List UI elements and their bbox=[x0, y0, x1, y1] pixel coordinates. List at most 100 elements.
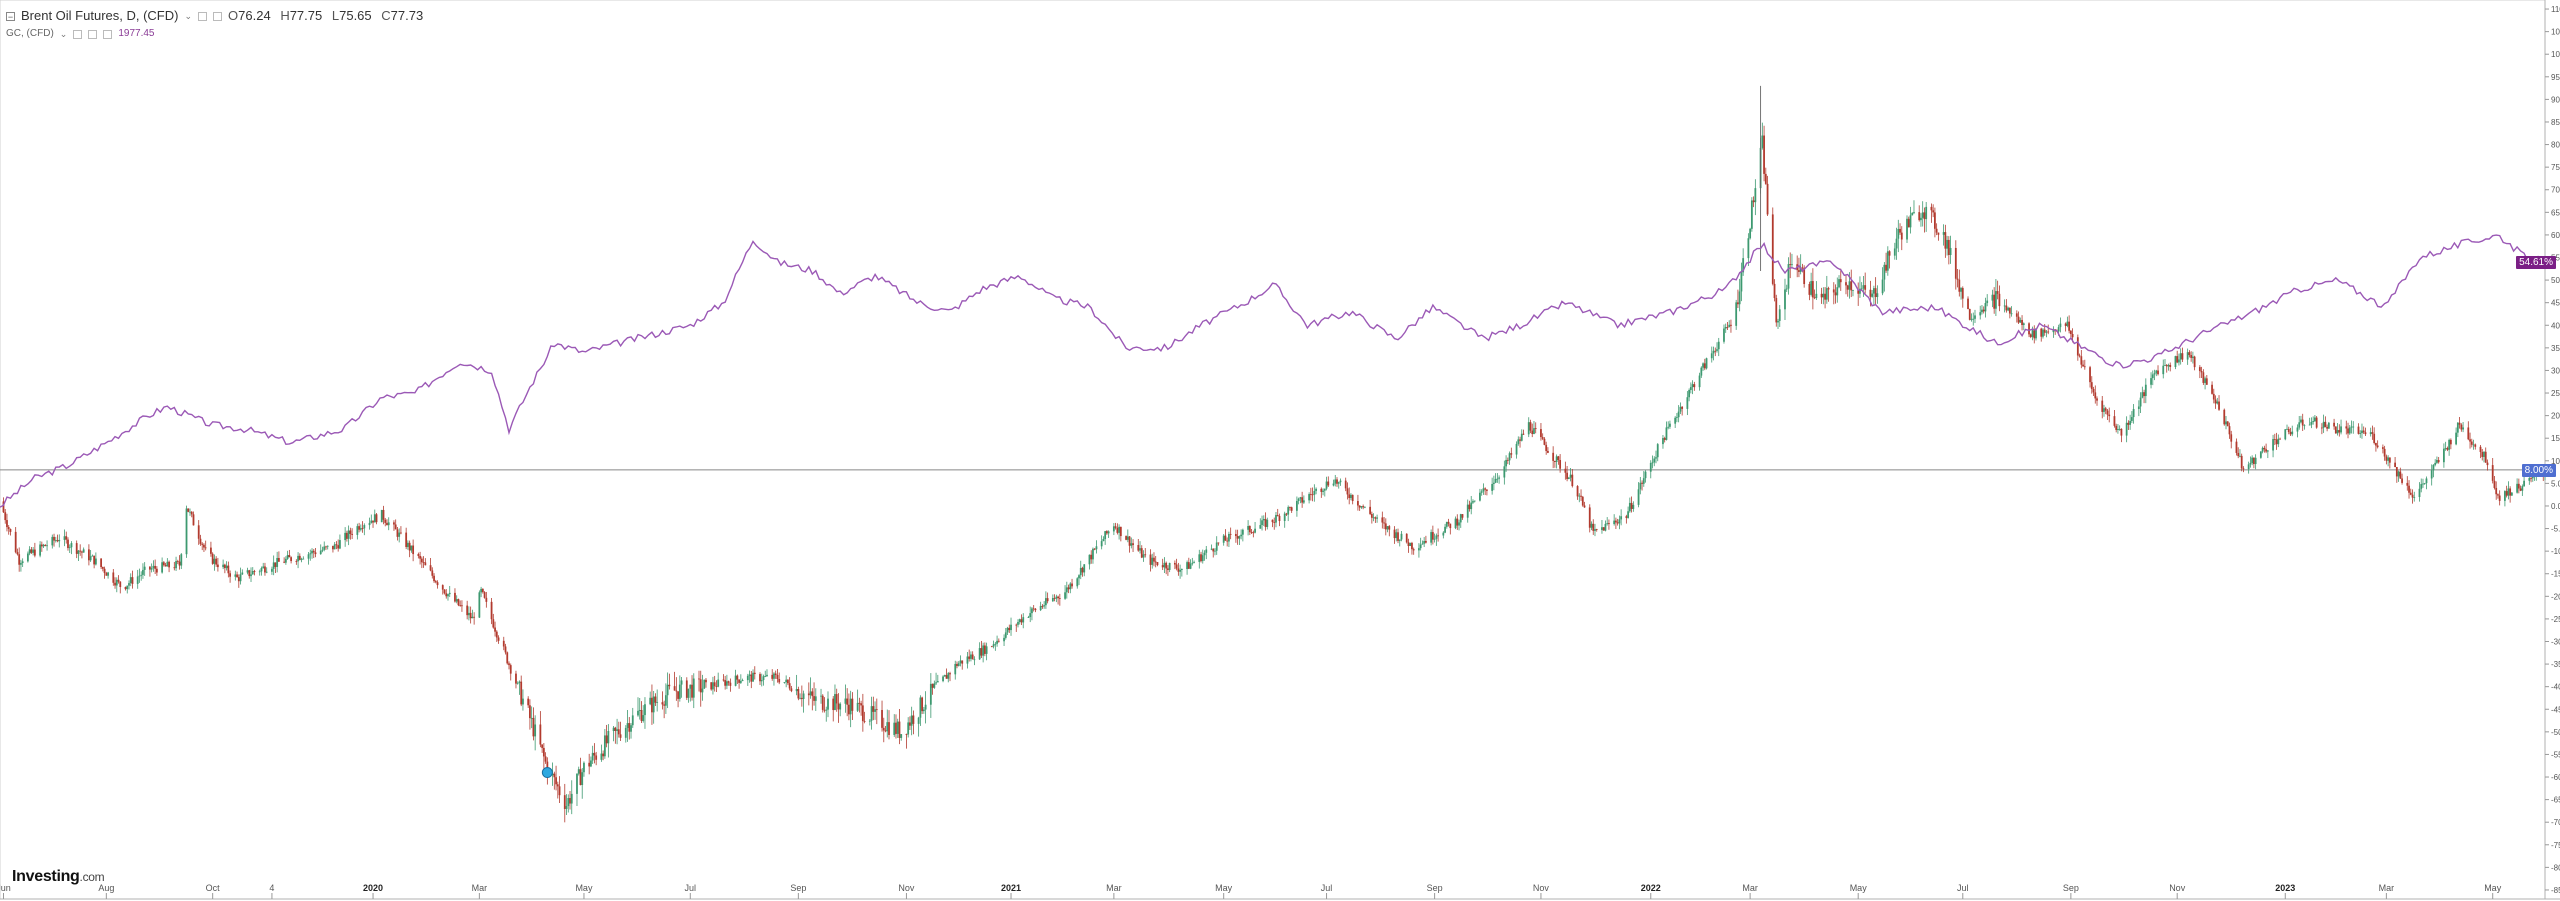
candle-body[interactable] bbox=[448, 592, 451, 595]
candle-body[interactable] bbox=[2265, 449, 2267, 452]
candle-body[interactable] bbox=[2015, 313, 2018, 317]
candle-body[interactable] bbox=[1836, 287, 1839, 296]
candle-body[interactable] bbox=[1747, 238, 1750, 259]
candle-body[interactable] bbox=[185, 508, 188, 555]
candle-body[interactable] bbox=[2042, 329, 2044, 337]
candle-body[interactable] bbox=[1447, 521, 1450, 524]
candle-body[interactable] bbox=[2101, 400, 2104, 412]
candle-body[interactable] bbox=[1322, 490, 1324, 492]
candle-body[interactable] bbox=[1559, 459, 1562, 469]
candle-body[interactable] bbox=[1824, 293, 1826, 300]
candle-body[interactable] bbox=[1791, 264, 1793, 266]
candle-body[interactable] bbox=[558, 786, 561, 796]
candle-body[interactable] bbox=[1046, 598, 1049, 602]
candle-body[interactable] bbox=[1017, 622, 1019, 625]
compare-symbol-label[interactable]: GC, (CFD) bbox=[6, 28, 54, 39]
candle-body[interactable] bbox=[1203, 552, 1206, 556]
candle-body[interactable] bbox=[1383, 522, 1385, 524]
candle-body[interactable] bbox=[1261, 520, 1263, 526]
candle-body[interactable] bbox=[1982, 309, 1985, 312]
candle-body[interactable] bbox=[2162, 365, 2165, 375]
candle-body[interactable] bbox=[1810, 281, 1813, 295]
candle-body[interactable] bbox=[237, 577, 240, 582]
candle-body[interactable] bbox=[216, 564, 219, 568]
candle-body[interactable] bbox=[2132, 409, 2135, 418]
candle-body[interactable] bbox=[1357, 501, 1359, 506]
candle-body[interactable] bbox=[1838, 279, 1840, 288]
candle-body[interactable] bbox=[1140, 548, 1143, 558]
candle-body[interactable] bbox=[1954, 247, 1957, 279]
candle-body[interactable] bbox=[2228, 426, 2231, 435]
candle-body[interactable] bbox=[912, 715, 915, 724]
candle-body[interactable] bbox=[1639, 482, 1642, 490]
candle-body[interactable] bbox=[363, 525, 366, 529]
candle-body[interactable] bbox=[227, 565, 230, 574]
candle-body[interactable] bbox=[1360, 506, 1363, 508]
candle-body[interactable] bbox=[1161, 565, 1164, 568]
candle-body[interactable] bbox=[922, 709, 925, 712]
candle-body[interactable] bbox=[2333, 422, 2335, 427]
candle-body[interactable] bbox=[1813, 297, 1816, 299]
candle-body[interactable] bbox=[2340, 426, 2342, 433]
candle-body[interactable] bbox=[504, 646, 507, 653]
candle-body[interactable] bbox=[1015, 624, 1018, 626]
candle-body[interactable] bbox=[1421, 543, 1424, 545]
candle-body[interactable] bbox=[2252, 457, 2255, 465]
candle-body[interactable] bbox=[1679, 406, 1682, 412]
candle-body[interactable] bbox=[1419, 544, 1422, 549]
candle-body[interactable] bbox=[875, 709, 878, 711]
candle-body[interactable] bbox=[2259, 451, 2262, 458]
candle-body[interactable] bbox=[924, 704, 927, 710]
candle-body[interactable] bbox=[1688, 390, 1691, 398]
candle-body[interactable] bbox=[919, 697, 922, 718]
candle-body[interactable] bbox=[309, 553, 312, 555]
candle-body[interactable] bbox=[455, 599, 458, 602]
candle-body[interactable] bbox=[595, 755, 598, 760]
candle-body[interactable] bbox=[1888, 251, 1891, 256]
candle-body[interactable] bbox=[827, 698, 829, 710]
candle-body[interactable] bbox=[2434, 462, 2437, 465]
candle-body[interactable] bbox=[2510, 492, 2513, 496]
candle-body[interactable] bbox=[2399, 471, 2402, 479]
candle-body[interactable] bbox=[1740, 272, 1743, 292]
candle-body[interactable] bbox=[119, 581, 122, 588]
candle-body[interactable] bbox=[1897, 228, 1900, 239]
candle-body[interactable] bbox=[1126, 536, 1129, 540]
candle-body[interactable] bbox=[1332, 483, 1335, 486]
candle-body[interactable] bbox=[576, 773, 578, 794]
candle-body[interactable] bbox=[2040, 328, 2043, 337]
candle-body[interactable] bbox=[1913, 212, 1915, 213]
candle-body[interactable] bbox=[2178, 359, 2180, 363]
candle-body[interactable] bbox=[2350, 426, 2353, 428]
candle-body[interactable] bbox=[321, 549, 324, 551]
candle-body[interactable] bbox=[349, 530, 352, 534]
candle-body[interactable] bbox=[956, 663, 958, 667]
candle-body[interactable] bbox=[1876, 293, 1879, 298]
candle-body[interactable] bbox=[1798, 270, 1800, 272]
candle-body[interactable] bbox=[2324, 421, 2327, 427]
candle-body[interactable] bbox=[2033, 330, 2036, 339]
candle-body[interactable] bbox=[759, 674, 761, 682]
candle-body[interactable] bbox=[1118, 526, 1121, 533]
candle-body[interactable] bbox=[1351, 494, 1354, 502]
candle-body[interactable] bbox=[1749, 228, 1752, 239]
candle-body[interactable] bbox=[1344, 480, 1347, 489]
candle-body[interactable] bbox=[2371, 432, 2374, 434]
candle-body[interactable] bbox=[2505, 491, 2508, 496]
candle-body[interactable] bbox=[1531, 430, 1534, 435]
candle-body[interactable] bbox=[1529, 422, 1532, 431]
candle-body[interactable] bbox=[2479, 446, 2482, 453]
candle-body[interactable] bbox=[2394, 462, 2396, 467]
candle-body[interactable] bbox=[2279, 438, 2281, 440]
candle-body[interactable] bbox=[593, 752, 596, 756]
candle-body[interactable] bbox=[274, 562, 277, 567]
candle-body[interactable] bbox=[968, 656, 971, 659]
candle-body[interactable] bbox=[1128, 536, 1131, 546]
candle-body[interactable] bbox=[1846, 285, 1849, 290]
candle-body[interactable] bbox=[1595, 529, 1598, 530]
candle-body[interactable] bbox=[515, 673, 517, 684]
candle-body[interactable] bbox=[1289, 507, 1291, 508]
candle-body[interactable] bbox=[1625, 516, 1628, 518]
candle-body[interactable] bbox=[753, 672, 756, 675]
candle-body[interactable] bbox=[1125, 536, 1127, 540]
